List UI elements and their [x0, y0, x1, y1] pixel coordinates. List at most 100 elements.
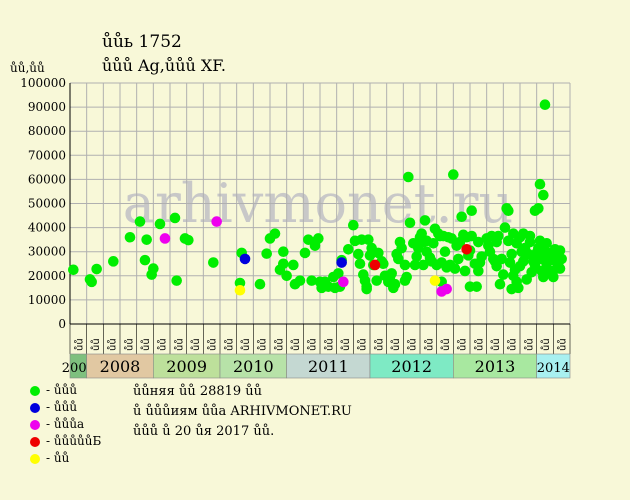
x-tick-label: ůů	[240, 338, 252, 351]
data-point	[171, 275, 182, 286]
data-point	[146, 269, 157, 280]
y-tick-label: 90000	[28, 100, 66, 114]
data-point	[499, 222, 511, 233]
x-tick-label: ůů	[190, 338, 202, 351]
data-point	[281, 270, 292, 282]
data-point	[154, 218, 166, 230]
data-point	[343, 243, 354, 255]
data-point	[409, 259, 421, 271]
y-tick-label: 50000	[28, 197, 66, 211]
data-point	[429, 275, 441, 286]
x-tick-label: ůů	[257, 338, 269, 351]
x-tick-label: ůů	[157, 338, 169, 351]
x-tick-label: ůů	[373, 338, 385, 351]
data-point	[554, 245, 566, 256]
x-tick-label: ůů	[207, 338, 219, 351]
legend-item: - ůůů	[30, 400, 77, 414]
legend-item: - ůů	[30, 451, 69, 465]
y-tick-label: 40000	[28, 221, 66, 235]
year-band	[536, 353, 571, 379]
year-label: 2009	[166, 357, 207, 376]
data-point	[453, 253, 464, 265]
year-band	[153, 353, 221, 379]
data-point	[294, 275, 306, 286]
y-axis-label: ůů,ůů	[10, 61, 45, 75]
data-point	[348, 219, 359, 231]
x-tick-label: ůů	[540, 338, 552, 351]
legend-swatch	[30, 385, 40, 396]
year-label: 2010	[233, 357, 274, 376]
data-point	[68, 264, 79, 276]
data-point	[389, 278, 401, 290]
x-tick-label: ůů	[73, 338, 85, 351]
legend-swatch	[30, 402, 40, 413]
legend-label: - ůůůа	[46, 417, 85, 431]
data-point	[476, 251, 487, 262]
x-tick-label: ůů	[407, 338, 419, 351]
data-point	[363, 234, 374, 245]
data-point	[278, 246, 289, 257]
year-label: 2013	[475, 357, 516, 376]
x-tick-label: ůů	[523, 338, 535, 351]
year-label: 2011	[308, 357, 349, 376]
data-point	[208, 257, 219, 268]
data-point	[333, 268, 344, 279]
data-point	[386, 268, 397, 279]
x-tick-label: ůů	[123, 338, 135, 351]
y-axis: 0 10000 20000 30000 40000 50000 60000 70000 8000…	[20, 76, 71, 331]
y-tick-label: 100000	[20, 76, 66, 90]
data-point	[494, 278, 506, 290]
legend-item: - ůůůа	[30, 417, 84, 431]
x-tick-label: ůů	[273, 338, 285, 351]
data-point	[456, 211, 467, 223]
average-price-note: ůůняя ůů 28819 ůů	[133, 384, 263, 399]
data-point	[288, 259, 299, 271]
data-point	[299, 247, 311, 259]
data-point	[86, 276, 97, 288]
data-point	[211, 216, 222, 227]
legend-swatch	[30, 436, 40, 447]
x-axis: ůů ůů ůů ůů ůů ůů ůů ůů ůů ůů ůů ůů ůů ůů ůů ůů ůů ůů ůů ůů…	[62, 323, 571, 379]
year-label: 2008	[100, 357, 141, 376]
year-label: 2014	[537, 361, 570, 376]
x-tick-label: ůů	[507, 338, 519, 351]
data-point	[503, 205, 514, 217]
x-tick-label: ůů	[173, 338, 185, 351]
data-point	[473, 236, 484, 248]
data-point	[353, 248, 364, 260]
x-tick-label: ůů	[490, 338, 502, 351]
data-point	[134, 216, 146, 227]
x-tick-label: ůů	[473, 338, 485, 351]
legend-label: - ůů	[46, 451, 70, 465]
x-tick-label: ůů	[440, 338, 452, 351]
data-point	[539, 99, 551, 110]
data-point	[361, 281, 372, 292]
data-point	[466, 205, 477, 217]
y-tick-label: 20000	[28, 269, 66, 283]
x-tick-label: ůů	[107, 338, 119, 351]
data-point	[428, 237, 439, 249]
legend-swatch	[30, 453, 40, 464]
legend-swatch	[30, 419, 40, 430]
x-tick-label: ůů	[90, 338, 102, 351]
x-tick-label: ůů	[140, 338, 152, 351]
year-label: 2012	[391, 357, 432, 376]
x-tick-label: ůů	[307, 338, 319, 351]
data-point	[141, 234, 152, 245]
data-point	[234, 284, 246, 296]
data-point	[513, 282, 524, 294]
data-point	[403, 171, 414, 183]
data-point	[354, 258, 366, 270]
data-point	[401, 271, 412, 283]
year-band	[286, 353, 371, 379]
x-tick-label: ůů	[357, 338, 369, 351]
x-tick-label: ůů	[340, 338, 352, 351]
data-point	[378, 258, 389, 270]
x-tick-label: ůů	[423, 338, 435, 351]
chart-title-line1: ůůь 1752	[102, 32, 182, 52]
data-point	[506, 248, 517, 260]
data-point	[541, 237, 552, 249]
data-point	[371, 275, 382, 286]
data-point	[139, 254, 151, 266]
data-point	[538, 189, 549, 201]
